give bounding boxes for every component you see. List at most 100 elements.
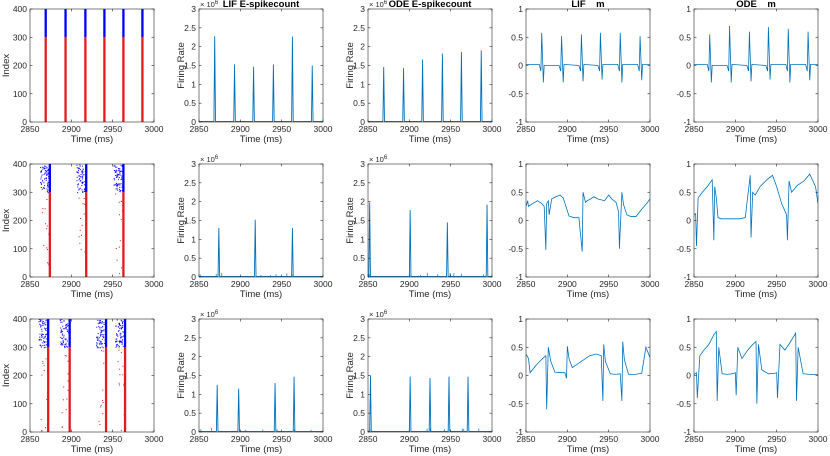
y-tick-label: 1 (191, 389, 196, 399)
exc-spike-dot (47, 263, 49, 265)
inh-spike-dot (40, 336, 42, 338)
x-tick-label: 2950 (441, 124, 460, 134)
inh-spike-dot (80, 175, 82, 177)
x-axis-label: Time (ms) (735, 289, 777, 300)
inh-spike-dot (81, 172, 83, 174)
exc-spike-dot (43, 370, 45, 372)
exc-burst-mark (122, 192, 125, 277)
exc-burst-mark (85, 192, 88, 277)
inh-spike-dot (113, 184, 115, 186)
exc-spike-dot (42, 362, 44, 364)
inh-spike-dot (122, 175, 124, 177)
inh-spike-dot (46, 319, 48, 321)
inh-spike-dot (64, 338, 66, 340)
inh-spike-dot (63, 335, 65, 337)
y-tick-label: 2 (191, 42, 196, 52)
axes-box (693, 318, 819, 433)
x-tick-label: 2950 (599, 124, 618, 134)
inh-spike-dot (121, 336, 123, 338)
exc-burst-mark (104, 347, 108, 432)
x-tick-label: 3000 (314, 279, 333, 289)
inh-spike-dot (121, 342, 123, 344)
chart-panel-8: 2850 2900 2950 3000 0 0.5 1 1.5 2 2.5 3 Time (ms) Fi… (345, 155, 502, 300)
inh-spike-dot (118, 326, 120, 328)
exc-spike-dot (80, 234, 82, 236)
inh-spike-dot (62, 328, 64, 330)
inh-spike-dot (44, 341, 46, 343)
inh-spike-dot (97, 347, 99, 349)
inh-spike-dot (119, 332, 121, 334)
inh-burst-mark (104, 319, 108, 348)
inh-spike-dot (61, 343, 63, 345)
inh-spike-dot (67, 330, 69, 332)
y-tick-label: 3 (360, 159, 365, 169)
y-tick-label: 0 (518, 216, 523, 226)
plot-area (44, 9, 144, 122)
inh-spike-dot (117, 170, 119, 172)
inh-spike-dot (119, 342, 121, 344)
chart-panel-4: 2850 2900 2950 3000 -1 -0.5 0 0.5 1 Time (ms) LIF … (508, 0, 659, 145)
exc-spike-dot (119, 374, 121, 376)
y-tick-label: 400 (13, 159, 27, 169)
inh-burst-mark (141, 9, 144, 38)
inh-spike-dot (64, 344, 66, 346)
inh-spike-dot (48, 175, 50, 177)
y-tick-label: 0.5 (353, 98, 365, 108)
inh-spike-dot (68, 319, 70, 321)
inh-spike-dot (116, 333, 118, 335)
inh-spike-dot (65, 339, 67, 341)
exc-spike-dot (121, 267, 123, 269)
inh-spike-dot (81, 185, 83, 187)
exc-burst-mark (48, 192, 51, 277)
inh-spike-dot (82, 174, 84, 176)
inh-spike-dot (62, 330, 64, 332)
inh-spike-dot (82, 171, 84, 173)
inh-spike-dot (100, 329, 102, 331)
plot-area (199, 219, 323, 277)
inh-spike-dot (99, 323, 101, 325)
inh-spike-dot (62, 338, 64, 340)
exc-spike-dot (68, 382, 70, 384)
inh-spike-dot (42, 180, 44, 182)
y-tick-label: 100 (13, 399, 27, 409)
exc-spike-dot (83, 213, 85, 215)
inh-spike-dot (65, 344, 67, 346)
inh-spike-dot (60, 331, 62, 333)
y-tick-label: 2.5 (353, 23, 365, 33)
inh-spike-dot (113, 170, 115, 172)
inh-spike-dot (117, 174, 119, 176)
exc-spike-dot (78, 236, 80, 238)
x-axis-label: Time (ms) (240, 444, 282, 455)
exc-spike-dot (100, 406, 102, 408)
inh-burst-mark (47, 319, 50, 348)
exc-spike-dot (43, 244, 45, 246)
exponent-power: 6 (384, 155, 388, 161)
y-tick-label: 200 (13, 61, 27, 71)
exc-spike-dot (102, 413, 104, 415)
exc-spike-dot (101, 350, 103, 352)
inh-spike-dot (42, 342, 44, 344)
inh-spike-dot (120, 336, 122, 338)
y-tick-label: -0.5 (508, 244, 523, 254)
inh-spike-dot (104, 321, 106, 323)
inh-spike-dot (119, 168, 121, 170)
x-tick-label: 2850 (685, 124, 704, 134)
y-tick-label: 0 (518, 371, 523, 381)
exc-spike-dot (79, 229, 81, 231)
exc-burst-mark (141, 37, 144, 122)
inh-spike-dot (97, 338, 99, 340)
inh-spike-dot (104, 336, 106, 338)
inh-spike-dot (47, 340, 49, 342)
y-tick-label: 0 (518, 61, 523, 71)
inh-spike-dot (119, 325, 121, 327)
inh-spike-dot (39, 339, 41, 341)
inh-spike-dot (46, 341, 48, 343)
inh-spike-dot (48, 169, 50, 171)
inh-spike-dot (39, 338, 41, 340)
inh-spike-dot (47, 174, 49, 176)
inh-spike-dot (115, 175, 117, 177)
exc-spike-dot (48, 233, 50, 235)
chart-panel-1: 2850 2900 2950 3000 0 100 200 300 400 Time (ms) In… (1, 4, 164, 145)
x-tick-label: 2850 (517, 434, 536, 444)
inh-spike-dot (61, 344, 63, 346)
